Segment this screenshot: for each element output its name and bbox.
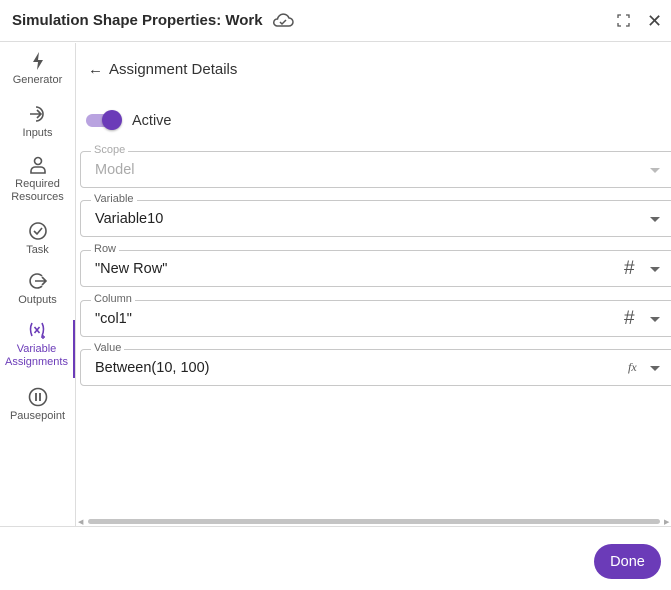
field-value: Variable10 — [95, 211, 164, 227]
sidebar-item-label: Pausepoint — [9, 410, 66, 422]
input-arrow-icon — [29, 106, 44, 122]
sidebar: Generator Inputs Required Resources Task… — [0, 43, 76, 526]
field-value: Model — [95, 162, 135, 178]
field-label: Value — [91, 342, 125, 354]
field-label: Row — [91, 243, 120, 255]
sidebar-item-pausepoint[interactable]: Pausepoint — [0, 387, 75, 423]
value-input[interactable]: Value Between(10, 100) fx — [80, 342, 671, 386]
done-button[interactable]: Done — [594, 544, 661, 579]
field-value: "col1" — [95, 311, 132, 327]
sidebar-item-outputs[interactable]: Outputs — [0, 271, 75, 307]
variable-select[interactable]: Variable Variable10 — [80, 193, 671, 237]
section-title: Assignment Details — [109, 61, 238, 78]
scroll-left-icon[interactable]: ◀ — [78, 519, 84, 526]
sidebar-item-generator[interactable]: Generator — [0, 51, 75, 87]
sidebar-item-required-resources[interactable]: Required Resources — [0, 155, 75, 204]
row-input[interactable]: Row "New Row" # — [80, 243, 671, 287]
dialog-header: Simulation Shape Properties: Work ✕ — [0, 0, 671, 42]
cloud-check-icon — [273, 13, 294, 27]
sidebar-item-inputs[interactable]: Inputs — [0, 104, 75, 140]
field-label: Variable — [91, 193, 137, 205]
function-type-icon[interactable]: fx — [628, 360, 637, 374]
sidebar-item-label: Task — [26, 244, 49, 256]
chevron-down-icon[interactable] — [650, 217, 660, 222]
field-label: Column — [91, 293, 135, 305]
sidebar-item-label: Required Resources — [11, 178, 64, 203]
sidebar-item-label: Outputs — [18, 294, 57, 306]
scope-select[interactable]: Scope Model — [80, 144, 671, 188]
pause-circle-icon — [28, 387, 47, 407]
chevron-down-icon[interactable] — [650, 168, 660, 173]
number-type-icon[interactable]: # — [624, 258, 635, 279]
chevron-down-icon[interactable] — [650, 366, 660, 371]
column-input[interactable]: Column "col1" # — [80, 293, 671, 337]
field-label: Scope — [91, 144, 129, 156]
back-arrow-icon: ← — [88, 61, 103, 78]
sidebar-item-label: Variable Assignments — [5, 343, 68, 368]
field-value: "New Row" — [95, 261, 168, 277]
person-icon — [29, 156, 46, 174]
chevron-down-icon[interactable] — [650, 267, 660, 272]
sidebar-item-label: Inputs — [22, 127, 53, 139]
scroll-right-icon[interactable]: ▶ — [664, 519, 670, 526]
check-circle-icon — [28, 222, 47, 240]
back-button[interactable]: ← Assignment Details — [88, 61, 237, 78]
sidebar-item-variable-assignments[interactable]: Variable Assignments — [0, 320, 75, 378]
dialog-footer: Done — [0, 526, 671, 590]
active-label: Active — [132, 113, 172, 129]
sidebar-item-label: Generator — [12, 74, 63, 86]
horizontal-scrollbar[interactable]: ◀ ▶ — [78, 518, 671, 526]
dialog-title: Simulation Shape Properties: Work — [12, 12, 263, 29]
chevron-down-icon[interactable] — [650, 317, 660, 322]
variable-icon — [29, 322, 45, 339]
maximize-icon[interactable] — [617, 14, 630, 27]
sidebar-item-task[interactable]: Task — [0, 221, 75, 257]
scrollbar-thumb[interactable] — [88, 519, 660, 524]
output-arrow-icon — [28, 273, 47, 289]
field-value: Between(10, 100) — [95, 360, 210, 376]
active-toggle[interactable] — [86, 110, 122, 130]
close-icon[interactable]: ✕ — [647, 11, 663, 31]
lightning-icon — [32, 52, 43, 70]
number-type-icon[interactable]: # — [624, 308, 635, 329]
